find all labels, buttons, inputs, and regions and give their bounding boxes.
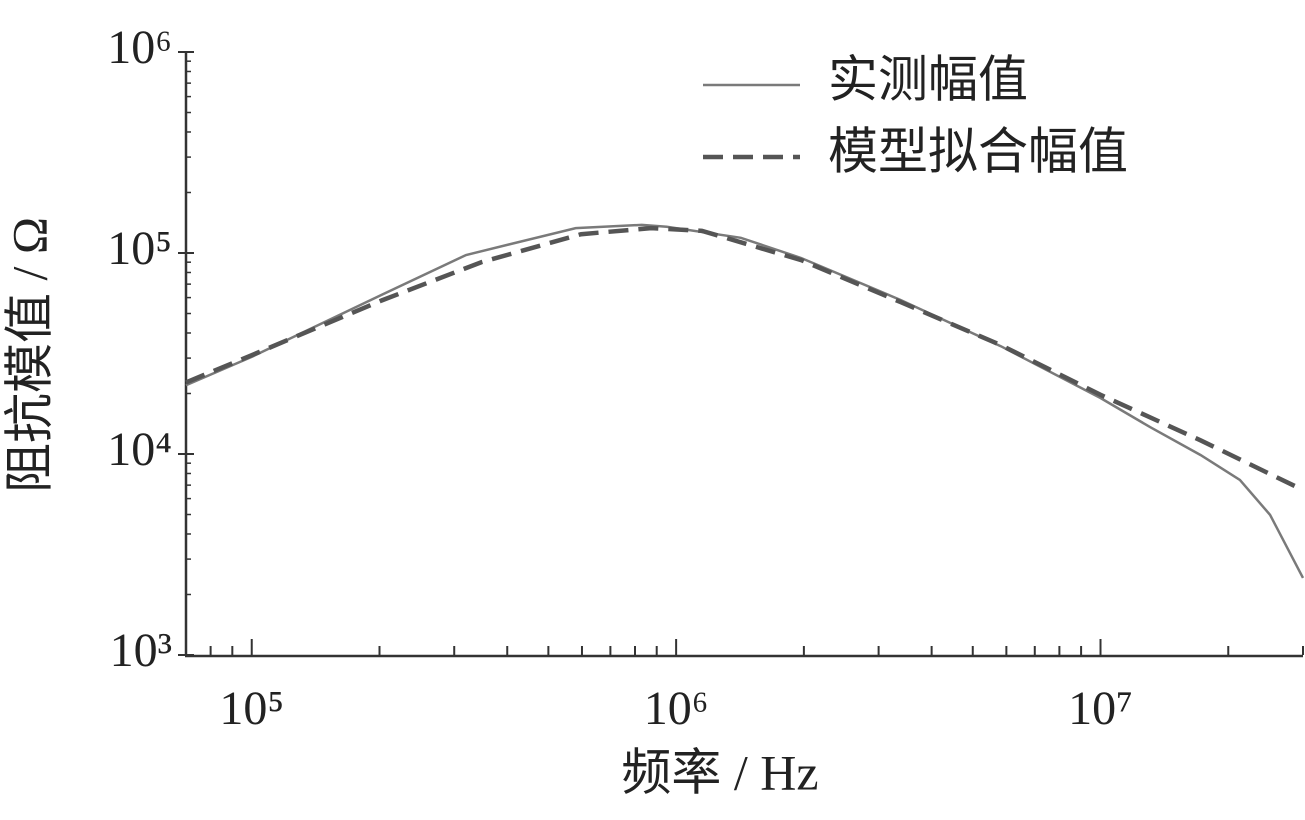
x-tick-label: 10⁷: [1068, 682, 1133, 735]
legend-label: 模型拟合幅值: [828, 123, 1128, 179]
data-line: [185, 223, 1305, 579]
x-axis-label: 频率 / Hz: [621, 744, 818, 800]
y-tick-label: 10⁴: [107, 423, 172, 476]
x-tick-label: 10⁵: [219, 682, 284, 735]
y-axis-label: 阻抗模值 / Ω: [1, 217, 57, 493]
y-tick-label: 10⁶: [107, 21, 172, 74]
x-tick-label: 10⁶: [644, 682, 709, 735]
data-line: [185, 225, 1304, 493]
y-tick-label: 10⁵: [107, 222, 172, 275]
y-tick-label: 10³: [110, 624, 172, 677]
legend-label: 实测幅值: [828, 51, 1028, 107]
